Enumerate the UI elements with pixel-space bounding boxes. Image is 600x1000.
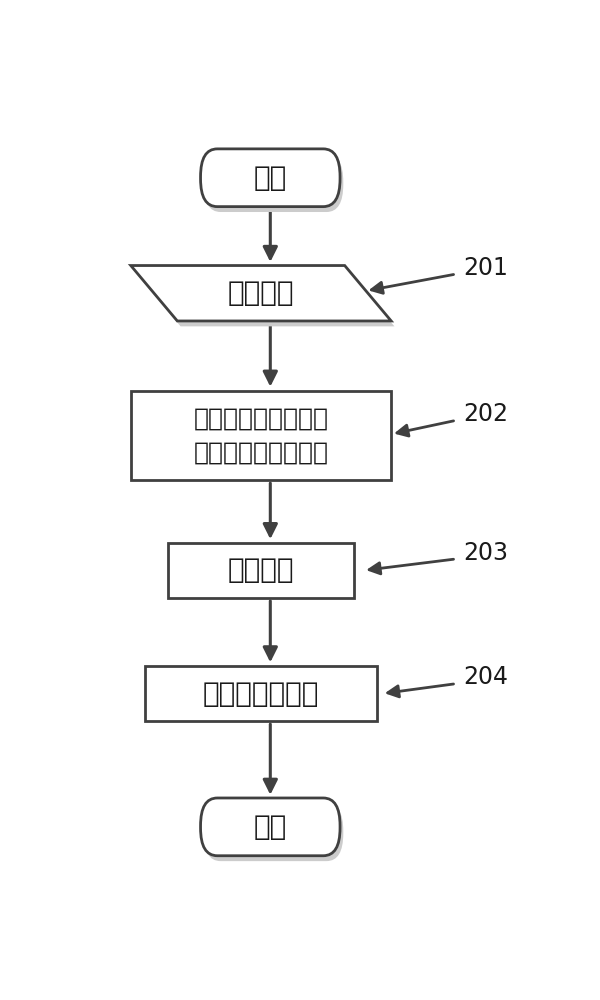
Text: 201: 201 [463, 256, 508, 280]
Text: 当前数据的正切值减
前一个数据的正切值: 当前数据的正切值减 前一个数据的正切值 [193, 407, 329, 464]
Text: 开始: 开始 [254, 164, 287, 192]
Text: 202: 202 [463, 402, 508, 426]
Text: 203: 203 [463, 541, 508, 565]
Text: 生成相位特征码: 生成相位特征码 [203, 680, 319, 708]
FancyBboxPatch shape [204, 154, 343, 212]
Text: 结束: 结束 [254, 813, 287, 841]
FancyBboxPatch shape [204, 803, 343, 861]
Bar [145, 666, 377, 721]
Text: 取符号位: 取符号位 [228, 556, 294, 584]
FancyBboxPatch shape [200, 149, 340, 207]
Polygon shape [131, 266, 391, 321]
Polygon shape [134, 271, 394, 326]
Bar [131, 391, 391, 480]
Text: 204: 204 [463, 665, 508, 689]
Text: 输入数据: 输入数据 [228, 279, 294, 307]
Bar [168, 543, 354, 598]
FancyBboxPatch shape [200, 798, 340, 856]
